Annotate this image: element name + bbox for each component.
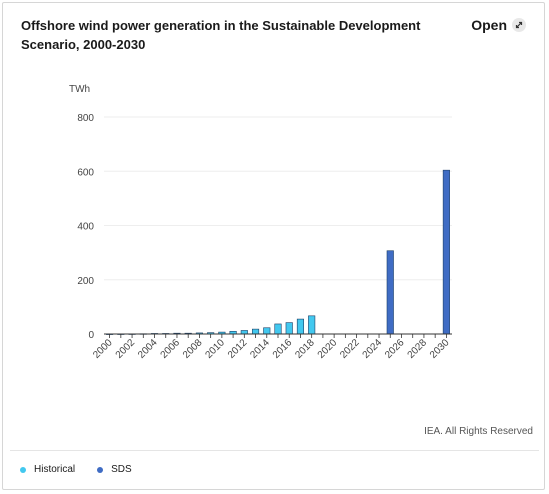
bar-sds-2025	[386, 250, 394, 335]
x-tick-label: 2020	[316, 337, 340, 361]
x-tick-label: 2012	[226, 337, 250, 361]
bar-historical-2015	[274, 323, 282, 335]
legend: Historical SDS	[20, 464, 154, 475]
x-tick-label: 2008	[181, 337, 205, 361]
chart-card: Offshore wind power generation in the Su…	[2, 2, 545, 490]
y-tick-label: 0	[88, 330, 94, 341]
legend-divider	[10, 450, 539, 451]
x-tick-label: 2030	[428, 337, 452, 361]
bar-historical-2018	[308, 315, 316, 335]
x-tick-label: 2022	[338, 337, 362, 361]
open-label: Open	[471, 17, 507, 33]
x-tick-label: 2026	[383, 337, 407, 361]
x-tick-label: 2014	[248, 337, 272, 361]
bar-historical-2016	[285, 322, 293, 335]
legend-dot-sds	[97, 466, 104, 473]
x-tick-label: 2002	[114, 337, 138, 361]
x-tick-label: 2000	[91, 337, 115, 361]
x-tick-label: 2024	[361, 337, 385, 361]
x-tick-label: 2018	[293, 337, 317, 361]
x-tick-label: 2006	[159, 337, 183, 361]
y-tick-label: 800	[77, 113, 94, 124]
expand-icon	[512, 18, 526, 32]
x-tick-label: 2010	[203, 337, 227, 361]
bar-historical-2013	[251, 328, 260, 335]
bar-historical-2012	[240, 330, 248, 335]
bar-chart: 0 200 400 600 800 TWh 200020022004200620082010…	[69, 84, 452, 361]
x-tick-label: 2028	[406, 337, 430, 361]
y-tick-label: 600	[77, 167, 94, 178]
bar-sds-2030	[442, 169, 450, 335]
legend-item-sds[interactable]: SDS	[97, 464, 132, 475]
legend-label-sds: SDS	[111, 464, 132, 475]
bar-historical-2017	[296, 318, 305, 335]
y-tick-label: 200	[77, 276, 94, 287]
legend-label-historical: Historical	[34, 464, 76, 475]
open-button[interactable]: Open	[471, 17, 526, 33]
credit-text: IEA. All Rights Reserved	[424, 426, 533, 437]
x-tick-label: 2004	[136, 337, 160, 361]
y-axis-label: TWh	[69, 84, 90, 95]
bar-historical-2014	[263, 327, 271, 335]
y-tick-label: 400	[77, 222, 94, 233]
legend-item-historical[interactable]: Historical	[20, 464, 75, 475]
x-tick-label: 2016	[271, 337, 295, 361]
chart-title: Offshore wind power generation in the Su…	[21, 18, 421, 52]
legend-dot-historical	[20, 466, 26, 473]
